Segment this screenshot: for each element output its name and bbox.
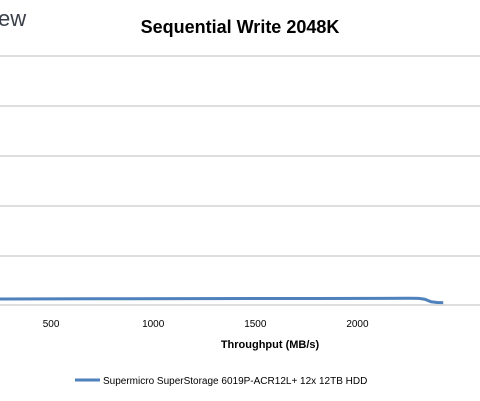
x-tick-label: 1000: [142, 319, 165, 330]
legend-label: Supermicro SuperStorage 6019P-ACR12L+ 12…: [103, 376, 367, 387]
series-line: [0, 296, 444, 305]
logo-text: ew: [0, 6, 26, 31]
gridlines: [0, 55, 480, 257]
x-axis-label: Throughput (MB/s): [221, 339, 320, 351]
x-tick-labels: 500 1000 1500 2000: [43, 319, 369, 330]
chart-title: Sequential Write 2048K: [141, 17, 340, 37]
x-tick-label: 1500: [244, 319, 267, 330]
x-tick-label: 2000: [346, 319, 369, 330]
x-tick-label: 500: [43, 319, 60, 330]
series-group: [0, 296, 444, 305]
legend: Supermicro SuperStorage 6019P-ACR12L+ 12…: [75, 376, 367, 387]
